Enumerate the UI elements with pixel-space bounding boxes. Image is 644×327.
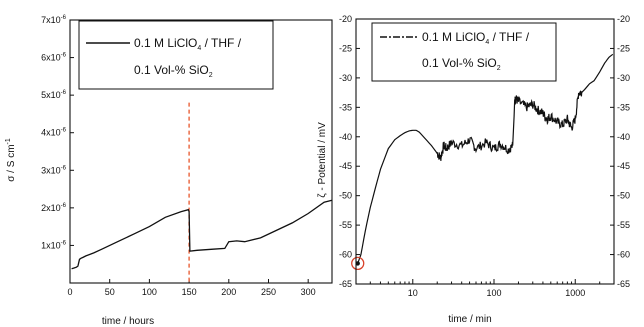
right-y-tick-label: -60 — [339, 250, 352, 260]
right-y-tick-label: -65 — [339, 279, 352, 289]
right-x-tick-label: 100 — [486, 288, 501, 298]
right-start-point-marker — [351, 256, 365, 271]
right-secondary-y-tick-label: -55 — [617, 220, 630, 230]
right-y-tick-label: -35 — [339, 102, 352, 112]
right-secondary-y-tick-label: -20 — [617, 14, 630, 24]
right-secondary-y-ticks: -20 -25 -30 -35 -40 -45 -50 -55 -60 -65 — [610, 14, 630, 289]
right-secondary-y-tick-label: -60 — [617, 250, 630, 260]
left-x-tick-label: 250 — [261, 287, 276, 297]
right-y-tick-label: -20 — [339, 14, 352, 24]
right-legend-line1: 0.1 M LiClO4 / THF / — [422, 30, 530, 46]
right-x-tick-label: 1000 — [565, 288, 585, 298]
right-y-axis-label: ζ - Potential / mV — [317, 122, 328, 198]
right-legend: 0.1 M LiClO4 / THF / 0.1 Vol-% SiO2 — [371, 22, 557, 82]
left-x-tick-label: 50 — [105, 287, 115, 297]
right-series-line — [357, 53, 614, 264]
right-secondary-y-tick-label: -45 — [617, 161, 630, 171]
left-y-tick-label: 2x10-6 — [41, 203, 67, 213]
right-plot-frame — [355, 18, 615, 285]
right-secondary-y-tick-label: -65 — [617, 279, 630, 289]
right-y-tick-label: -30 — [339, 73, 352, 83]
left-x-axis-label: time / hours — [102, 316, 154, 327]
right-y-tick-label: -50 — [339, 191, 352, 201]
left-x-tick-label: 300 — [301, 287, 316, 297]
left-legend-box — [78, 20, 274, 90]
left-x-ticks: 0 50 100 150 200 250 300 — [67, 279, 316, 297]
left-x-tick-label: 100 — [142, 287, 157, 297]
right-y-tick-label: -45 — [339, 161, 352, 171]
right-y-ticks: -20 -25 -30 -35 -40 -45 -50 -55 -60 -65 — [339, 14, 360, 289]
left-y-ticks: 1x10-6 2x10-6 3x10-6 4x10-6 5x10-6 6x10-6 7x10… — [41, 15, 74, 250]
right-x-tick-label: 10 — [408, 288, 418, 298]
right-secondary-y-tick-label: -30 — [617, 73, 630, 83]
left-y-tick-label: 7x10-6 — [41, 15, 67, 25]
right-secondary-y-tick-label: -35 — [617, 102, 630, 112]
left-x-tick-label: 150 — [182, 287, 197, 297]
right-start-point — [355, 261, 360, 266]
left-legend-line2: 0.1 Vol-% SiO2 — [134, 63, 213, 79]
left-y-tick-label: 6x10-6 — [41, 53, 67, 63]
conductivity-chart: 1x10-6 2x10-6 3x10-6 4x10-6 5x10-6 6x10-6 7x10… — [5, 15, 333, 327]
right-y-tick-label: -40 — [339, 132, 352, 142]
left-series-line — [71, 199, 333, 270]
right-y-tick-label: -55 — [339, 220, 352, 230]
left-legend-line1: 0.1 M LiClO4 / THF / — [134, 36, 242, 52]
right-secondary-y-tick-label: -25 — [617, 43, 630, 53]
left-y-tick-label: 5x10-6 — [41, 90, 67, 100]
left-y-tick-label: 1x10-6 — [41, 240, 67, 250]
right-x-ticks: 10 100 1000 — [355, 279, 615, 298]
right-secondary-y-tick-label: -50 — [617, 191, 630, 201]
left-plot-frame — [69, 19, 333, 284]
left-legend: 0.1 M LiClO4 / THF / 0.1 Vol-% SiO2 — [78, 20, 274, 90]
left-x-tick-label: 200 — [221, 287, 236, 297]
right-legend-box — [371, 22, 557, 82]
right-secondary-y-tick-label: -40 — [617, 132, 630, 142]
left-y-tick-label: 4x10-6 — [41, 128, 67, 138]
left-y-axis-label: σ / S cm-1 — [5, 138, 17, 182]
right-y-tick-label: -25 — [339, 43, 352, 53]
left-y-tick-label: 3x10-6 — [41, 165, 67, 175]
zeta-potential-chart: -20 -25 -30 -35 -40 -45 -50 -55 -60 -65 -20 -25 -30… — [317, 14, 630, 325]
left-x-tick-label: 0 — [67, 287, 72, 297]
right-legend-line2: 0.1 Vol-% SiO2 — [422, 56, 501, 72]
right-x-axis-label: time / min — [448, 314, 491, 325]
